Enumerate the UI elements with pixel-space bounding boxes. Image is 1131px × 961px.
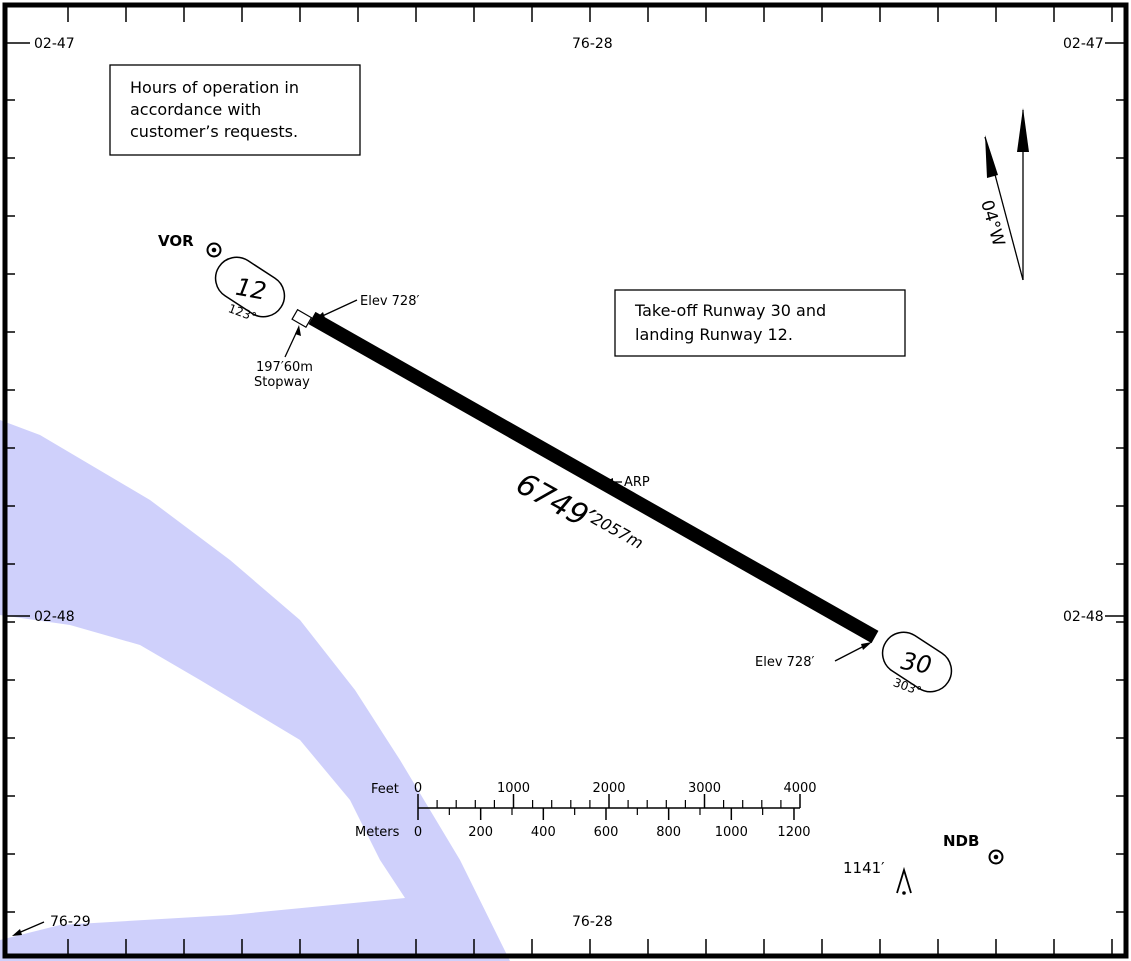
vor-icon (206, 242, 222, 258)
arp-label: ARP (624, 475, 650, 490)
scale-meter-tick-label: 200 (468, 825, 493, 840)
scale-meter-tick-label: 400 (531, 825, 556, 840)
runway-12-number: 12 (234, 273, 269, 306)
water-area (0, 420, 510, 961)
magnetic-variation-arrows: 04°W (976, 108, 1029, 281)
runway-30-label (881, 631, 953, 693)
scale-feet-tick-label: 0 (414, 781, 422, 796)
lat-label-top-left: 02-47 (34, 36, 75, 52)
runway-length-meters: 2057m (588, 509, 646, 553)
scale-feet-tick-label: 3000 (688, 781, 721, 796)
scale-meter-tick-label: 1200 (777, 825, 810, 840)
hours-note-line-1: Hours of operation in (130, 78, 299, 97)
stopway-label: Stopway (254, 375, 310, 390)
runway-12-label (214, 256, 286, 318)
lon-label-bottom: 76-28 (572, 914, 613, 930)
lat-label-top-right: 02-47 (1063, 36, 1104, 52)
arp-arrow (604, 478, 622, 486)
scale-feet-tick-label: 4000 (783, 781, 816, 796)
hours-note-line-2: accordance with (130, 100, 261, 119)
elev-30-label: Elev 728′ (755, 655, 814, 670)
lon-corner-arrow (12, 921, 45, 936)
stopway-length-label: 197′60m (256, 360, 313, 375)
scale-feet-tick-label: 2000 (592, 781, 625, 796)
obstacle-icon (896, 866, 912, 895)
elev-12-label: Elev 728′ (360, 294, 419, 309)
scale-meter-tick-label: 800 (656, 825, 681, 840)
scale-meters-label: Meters (355, 825, 400, 840)
magnetic-north-arrowhead (985, 135, 998, 178)
scale-bar: Feet Meters 0 1000 2000 3000 4000 0 200 400 600… (355, 781, 817, 840)
elev-30-arrow (834, 642, 872, 662)
scale-meter-tick-label: 1000 (715, 825, 748, 840)
hours-note-line-3: customer’s requests. (130, 122, 298, 141)
runway-strip (308, 311, 879, 644)
scale-meter-tick-label: 600 (594, 825, 619, 840)
stopway-arrow (284, 325, 301, 358)
scale-feet-tick-label: 1000 (497, 781, 530, 796)
ndb-icon (988, 849, 1004, 865)
lon-label-corner: 76-29 (50, 914, 91, 930)
elev-12-arrow (314, 299, 358, 320)
obstacle-height: 1141′ (843, 859, 885, 877)
ops-note-box: Take-off Runway 30 and landing Runway 12… (614, 289, 906, 357)
runway-30-number: 30 (899, 647, 934, 680)
hours-note-box: Hours of operation in accordance with cu… (109, 64, 361, 156)
scale-feet-label: Feet (371, 782, 399, 797)
ops-note-line-1: Take-off Runway 30 and (634, 301, 826, 320)
lon-label-top: 76-28 (572, 36, 613, 52)
scale-meter-tick-label: 0 (414, 825, 422, 840)
true-north-arrowhead (1017, 108, 1029, 152)
lat-label-left-2: 02-48 (34, 609, 75, 625)
stopway (291, 308, 313, 329)
ops-note-line-2: landing Runway 12. (635, 325, 793, 344)
vor-label: VOR (158, 232, 194, 250)
lat-label-right-2: 02-48 (1063, 609, 1104, 625)
ndb-label: NDB (943, 832, 979, 850)
frame-ticks (5, 5, 1126, 956)
